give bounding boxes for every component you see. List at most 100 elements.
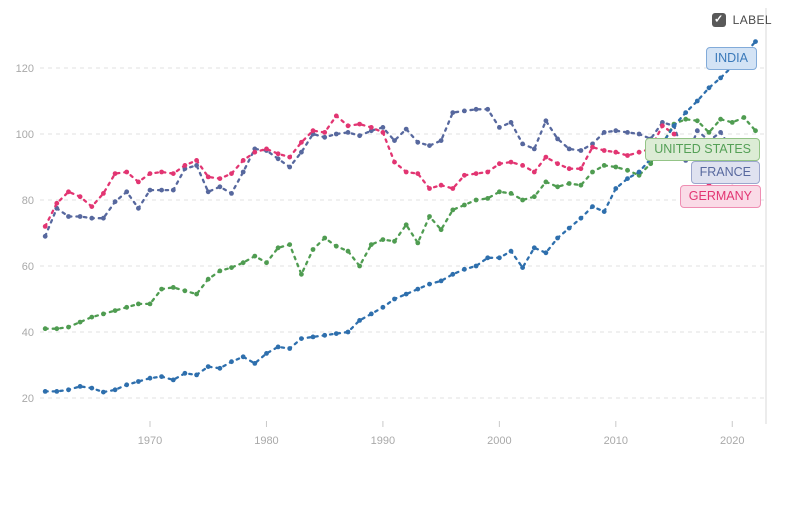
data-point	[403, 291, 409, 297]
data-point	[392, 296, 397, 302]
x-tick-label-1970: 1970	[138, 435, 162, 447]
data-point	[310, 131, 316, 137]
label-toggle[interactable]: ✓ LABEL	[711, 13, 772, 27]
data-point	[101, 389, 106, 395]
data-point	[694, 128, 700, 134]
data-point	[718, 130, 723, 135]
data-point	[555, 184, 560, 190]
data-point	[101, 191, 106, 196]
data-point	[124, 304, 130, 310]
data-point	[229, 359, 234, 365]
data-point	[671, 131, 677, 137]
data-point	[427, 143, 432, 149]
data-point	[543, 118, 549, 124]
data-point	[718, 116, 723, 122]
data-point	[170, 187, 176, 193]
data-point	[380, 237, 386, 243]
data-point	[159, 187, 165, 193]
data-point	[485, 255, 491, 261]
data-point	[438, 227, 444, 233]
y-tick-label-100: 100	[16, 129, 34, 141]
data-point	[66, 324, 71, 330]
data-point	[450, 110, 456, 115]
data-point	[275, 151, 281, 157]
data-point	[322, 332, 328, 338]
data-point	[112, 387, 118, 393]
data-point	[252, 146, 258, 152]
data-point	[590, 144, 595, 150]
data-point	[497, 125, 502, 130]
data-point	[520, 163, 525, 168]
series-label-united-states[interactable]: UNITED STATES	[645, 138, 760, 161]
series-label-india[interactable]: INDIA	[705, 47, 757, 70]
data-point	[252, 149, 258, 155]
data-point	[54, 389, 60, 394]
data-point	[450, 186, 456, 191]
data-point	[368, 128, 374, 134]
data-point	[625, 153, 630, 158]
data-point	[380, 125, 386, 130]
data-point	[170, 285, 176, 290]
data-point	[636, 169, 642, 175]
data-point	[345, 248, 351, 254]
data-point	[357, 263, 362, 269]
data-point	[403, 222, 409, 228]
series-label-germany[interactable]: GERMANY	[679, 185, 761, 208]
data-point	[217, 176, 223, 182]
data-point	[310, 128, 316, 134]
data-point	[66, 387, 71, 393]
data-point	[415, 139, 421, 145]
data-point	[531, 146, 537, 152]
data-point	[427, 186, 432, 191]
data-point	[240, 169, 246, 175]
series-line-germany	[44, 114, 757, 228]
data-point	[345, 130, 351, 135]
data-point	[555, 235, 560, 241]
data-point	[368, 311, 374, 317]
data-point	[636, 131, 642, 137]
x-tick-label-2000: 2000	[487, 435, 511, 447]
series-label-france[interactable]: FRANCE	[690, 161, 760, 184]
data-point	[310, 334, 316, 340]
data-point	[636, 172, 642, 178]
data-point	[636, 149, 642, 155]
data-point	[625, 176, 630, 182]
data-point	[497, 189, 502, 195]
data-point	[333, 131, 339, 137]
data-point	[683, 110, 689, 115]
data-point	[683, 116, 689, 122]
data-point	[473, 171, 479, 177]
data-point	[706, 85, 712, 91]
data-point	[392, 238, 397, 244]
data-point	[136, 301, 141, 307]
data-point	[450, 207, 456, 213]
data-point	[77, 194, 83, 200]
data-point	[205, 364, 211, 369]
data-point	[694, 118, 700, 124]
data-point	[299, 336, 304, 341]
data-point	[159, 169, 165, 175]
data-point	[543, 154, 549, 160]
data-point	[229, 265, 234, 270]
data-point	[508, 159, 514, 165]
data-point	[345, 123, 351, 129]
data-point	[590, 141, 595, 147]
data-point	[299, 271, 304, 277]
data-point	[42, 326, 48, 332]
data-point	[136, 379, 141, 384]
data-point	[77, 319, 83, 325]
data-point	[147, 187, 153, 193]
x-tick-label-2010: 2010	[604, 435, 628, 447]
label-checkbox[interactable]: ✓	[711, 13, 726, 27]
y-tick-label-80: 80	[22, 195, 34, 207]
data-point	[566, 225, 572, 231]
data-point	[497, 161, 502, 167]
data-point	[368, 242, 374, 248]
data-point	[275, 245, 281, 251]
data-point	[194, 158, 200, 163]
data-point	[531, 245, 537, 251]
data-point	[601, 148, 607, 153]
data-point	[473, 263, 479, 269]
data-point	[508, 248, 514, 254]
